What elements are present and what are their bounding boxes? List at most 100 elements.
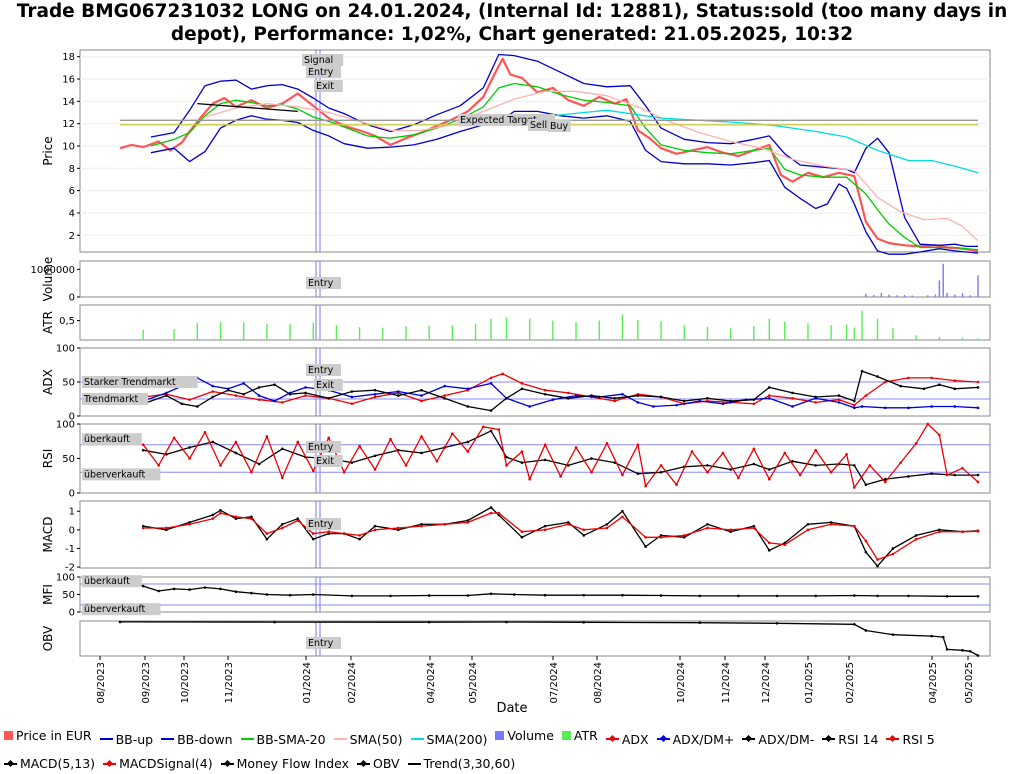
legend-item: RSI 5: [886, 729, 935, 750]
rsi-point: [945, 473, 949, 477]
macd-point: [829, 522, 833, 526]
macd-ytick-label: 1: [69, 507, 75, 518]
legend-swatch: [410, 738, 424, 740]
adx-point: [543, 388, 547, 392]
macd-point: [864, 550, 868, 554]
atr-ylabel: ATR: [41, 311, 55, 334]
rsi-point: [188, 446, 191, 449]
mfi-point: [219, 587, 222, 591]
adx-point: [675, 403, 678, 407]
adx-ytick-label: 50: [62, 378, 75, 389]
macd-point: [165, 528, 168, 532]
macd-point: [605, 522, 609, 526]
chart-title: Trade BMG067231032 LONG on 24.01.2024, (…: [16, 1, 1008, 45]
adx-point: [636, 401, 640, 404]
adx-point: [698, 399, 702, 403]
legend-item: ADX/DM+: [656, 729, 734, 750]
adx-point: [195, 405, 199, 408]
adx-point: [505, 397, 508, 400]
legend-item: Volume: [495, 725, 554, 746]
obv-point: [505, 620, 508, 624]
macd-point: [644, 545, 647, 548]
macd-point: [682, 534, 686, 537]
rsi-annotation-bg: [314, 455, 343, 467]
price-annotation: Expected Target: [460, 115, 537, 126]
legend-item: ATR: [561, 725, 598, 746]
obv-panel: [79, 620, 991, 657]
legend-item: Trend(3,30,60): [407, 753, 515, 774]
rsi-ytick-label: 100: [56, 420, 75, 431]
x-tick-label: 05/2025: [964, 662, 975, 704]
rsi-point: [926, 422, 930, 426]
macd-point: [876, 564, 879, 568]
adx-point: [876, 375, 879, 378]
price-annotation: Signal: [304, 55, 333, 66]
rsi-annotation-bg: [82, 468, 161, 481]
x-tick-label: 10/2024: [676, 662, 687, 704]
rsi-point: [528, 477, 531, 481]
rsi-point: [404, 464, 408, 467]
rsi-point: [505, 464, 508, 467]
adx-point: [257, 394, 261, 397]
mfi-annotation: überkauft: [84, 576, 130, 587]
macd-point: [829, 521, 833, 524]
macd-point: [265, 537, 269, 541]
adx-point: [883, 406, 887, 410]
rsi-point: [420, 435, 423, 438]
legend-swatch: [742, 738, 756, 740]
volume-panel: [79, 260, 991, 298]
rsi-point: [899, 461, 903, 464]
macd-point: [141, 524, 145, 528]
legend-label: RSI 5: [902, 731, 935, 747]
price-ytick-label: 2: [69, 231, 75, 242]
macd-point: [188, 521, 191, 524]
volume-ytick-label: 1000000: [30, 265, 75, 276]
rsi-point: [798, 473, 802, 477]
macd-point: [914, 534, 918, 537]
volume-ylabel: Volume: [41, 257, 55, 302]
rsi-point: [466, 450, 470, 453]
rsi-point: [203, 430, 207, 434]
price-series-price-in-eur: [119, 57, 979, 252]
macd-point: [891, 547, 895, 550]
rsi-point: [752, 462, 756, 466]
adx-point: [520, 387, 524, 391]
adx-point: [567, 391, 570, 395]
macd-point: [281, 526, 284, 530]
rsi-point: [729, 468, 732, 471]
adx-point: [860, 369, 864, 373]
macd-point: [373, 528, 377, 532]
legend-swatch: [407, 762, 421, 765]
mfi-point: [141, 584, 145, 588]
macd-point: [342, 532, 346, 535]
adx-point: [273, 399, 276, 403]
adx-point: [567, 397, 570, 400]
legend-swatch: [103, 762, 117, 765]
adx-point: [976, 380, 980, 384]
adx-point: [907, 376, 910, 380]
rsi-point: [567, 464, 570, 467]
mfi-ytick-label: 100: [56, 573, 75, 584]
adx-point: [165, 391, 168, 395]
adx-point: [976, 386, 980, 389]
macd-point: [211, 517, 215, 520]
legend-label: BB-up: [115, 731, 154, 747]
mfi-point: [814, 594, 817, 598]
rsi-point: [783, 451, 787, 455]
mfi-annotation: überverkauft: [84, 604, 146, 615]
legend-item: BB-up: [99, 729, 154, 750]
rsi-point: [914, 442, 918, 445]
macd-point: [567, 522, 570, 526]
adx-point: [938, 383, 941, 387]
adx-point: [466, 405, 470, 408]
macd-point: [767, 549, 771, 552]
mfi-point: [976, 594, 980, 598]
mfi-point: [543, 593, 547, 597]
adx-point: [520, 382, 524, 385]
mfi-ylabel: MFI: [41, 584, 55, 605]
rsi-point: [281, 447, 284, 451]
macd-point: [543, 524, 547, 528]
adx-point: [853, 403, 856, 407]
obv-annotation-bg: [306, 637, 341, 649]
